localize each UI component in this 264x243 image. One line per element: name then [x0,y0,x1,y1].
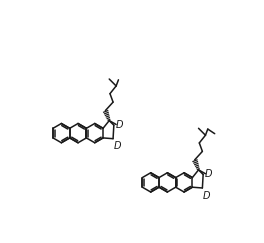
Text: D: D [115,120,123,130]
Text: D: D [203,191,211,201]
Text: D: D [205,169,212,179]
Text: D: D [114,141,121,151]
